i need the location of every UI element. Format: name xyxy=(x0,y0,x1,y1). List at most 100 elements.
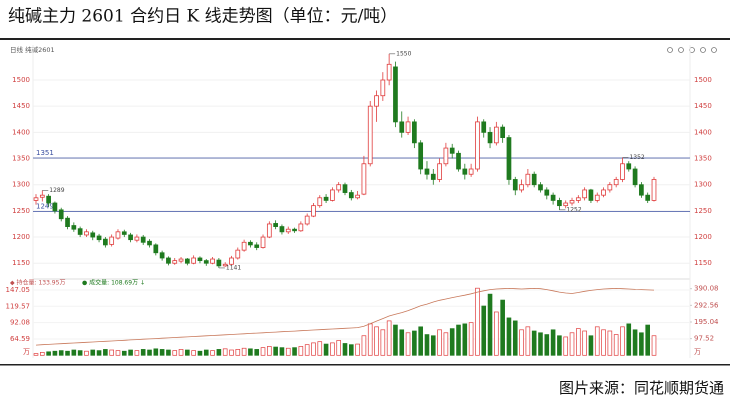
volume-bar xyxy=(58,350,64,356)
candle-body xyxy=(456,152,461,170)
volume-bar xyxy=(550,329,556,356)
volume-bar xyxy=(178,349,184,356)
candle-body xyxy=(65,217,70,227)
candle-body xyxy=(481,121,487,133)
extreme-label: 1550 xyxy=(396,50,411,57)
top-rule xyxy=(0,38,730,40)
volume-bar xyxy=(506,317,512,356)
volume-bar xyxy=(128,349,133,356)
candle-body xyxy=(178,258,184,262)
volume-bar xyxy=(481,305,487,356)
volume-bar xyxy=(651,335,657,356)
volume-bar xyxy=(355,343,360,356)
candle-body xyxy=(330,189,335,201)
volume-bar xyxy=(134,350,140,356)
volume-bar xyxy=(203,349,209,356)
volume-tick-label: 64.59 xyxy=(10,335,30,343)
oi-tick-label: 390.08 xyxy=(694,285,719,293)
tool-icon[interactable] xyxy=(700,47,706,53)
volume-bar xyxy=(613,334,619,356)
candle-body xyxy=(462,168,468,175)
candle-body xyxy=(525,173,531,186)
candle-body xyxy=(266,223,272,238)
volume-bar xyxy=(531,330,537,356)
volume-bar xyxy=(323,343,329,356)
candle-body xyxy=(399,121,405,133)
volume-bar xyxy=(153,348,159,356)
tool-icon[interactable] xyxy=(667,47,673,53)
candle-body xyxy=(412,121,417,144)
candle-body xyxy=(336,184,342,191)
volume-bar xyxy=(494,311,499,356)
candle-body xyxy=(424,168,430,175)
volume-bar xyxy=(248,348,253,356)
volume-bar xyxy=(576,328,581,356)
volume-bar xyxy=(40,352,45,356)
oi-unit: 万 xyxy=(694,348,701,356)
candle-body xyxy=(128,234,133,241)
candle-body xyxy=(348,192,354,199)
y-tick-label: 1350 xyxy=(12,155,30,163)
y-tick-label-right: 1250 xyxy=(694,207,712,215)
volume-legend: ● 成交量: 108.69万 ↓ xyxy=(82,279,145,287)
volume-bar xyxy=(557,335,562,356)
volume-bar xyxy=(191,350,196,356)
volume-bar xyxy=(52,350,58,356)
candle-body xyxy=(235,249,241,259)
candle-body xyxy=(393,66,398,123)
candle-body xyxy=(430,173,436,180)
candle-body xyxy=(468,168,474,175)
volume-unit: 万 xyxy=(23,348,30,356)
y-tick-label: 1450 xyxy=(12,102,30,110)
candle-body xyxy=(639,184,644,196)
volume-bar xyxy=(399,329,405,356)
candle-body xyxy=(449,147,455,154)
volume-bar xyxy=(121,350,127,356)
candle-body xyxy=(544,189,550,196)
candle-body xyxy=(575,197,581,201)
candle-body xyxy=(203,260,209,264)
volume-bar xyxy=(601,329,606,356)
volume-bar xyxy=(412,330,417,356)
candle-body xyxy=(172,260,178,264)
candle-body xyxy=(645,194,651,201)
volume-bar xyxy=(254,349,260,356)
candle-body xyxy=(58,209,64,220)
oi-legend: ◆ 持仓量: 133.95万 xyxy=(10,279,65,287)
extreme-label: 1252 xyxy=(566,206,581,213)
y-tick-label-right: 1150 xyxy=(694,259,712,267)
candle-body xyxy=(298,223,304,232)
bottom-rule xyxy=(0,364,730,366)
candle-body xyxy=(569,200,575,204)
volume-bar xyxy=(241,347,247,356)
candle-body xyxy=(651,179,657,201)
volume-bar xyxy=(349,344,354,356)
volume-bar xyxy=(424,334,430,356)
volume-bar xyxy=(582,330,587,356)
title: 纯碱主力 2601 合约日 K 线走势图（单位：元/吨） xyxy=(8,7,397,27)
volume-bar xyxy=(115,350,121,356)
volume-bar xyxy=(437,329,442,356)
candle-body xyxy=(550,194,556,201)
candle-body xyxy=(443,147,449,165)
volume-bar xyxy=(235,349,241,356)
volume-bar xyxy=(367,323,373,356)
extreme-label: 1289 xyxy=(49,187,64,194)
y-tick-label: 1400 xyxy=(12,128,30,136)
volume-bar xyxy=(330,342,335,356)
tool-icon[interactable] xyxy=(711,47,717,53)
y-tick-label: 1250 xyxy=(12,207,30,215)
candle-body xyxy=(279,226,285,233)
volume-bar xyxy=(260,347,266,356)
y-tick-label-right: 1450 xyxy=(694,102,712,110)
tool-icon[interactable] xyxy=(678,47,684,53)
volume-bar xyxy=(487,293,493,356)
candle-body xyxy=(285,228,291,233)
candle-body xyxy=(210,258,215,264)
candle-body xyxy=(121,231,127,235)
volume-tick-label: 147.05 xyxy=(6,286,31,294)
volume-bar xyxy=(342,343,348,356)
volume-bar xyxy=(229,349,234,356)
candle-body xyxy=(52,202,58,212)
